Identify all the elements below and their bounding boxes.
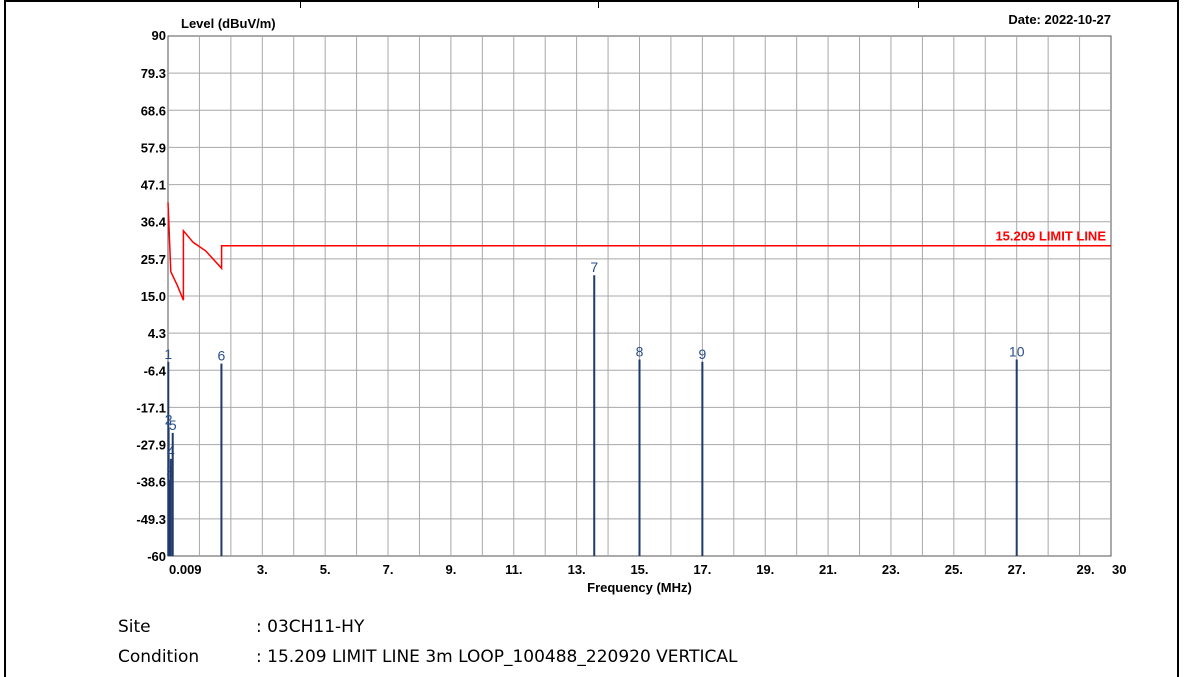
peak-label: 2: [165, 412, 173, 428]
x-tick-label: 29.: [1077, 562, 1095, 577]
chart-date: Date: 2022-10-27: [1008, 12, 1111, 27]
site-label: Site: [118, 617, 151, 637]
table-divider: [918, 0, 919, 8]
y-tick-label: -17.1: [136, 400, 166, 415]
y-tick-label: -6.4: [144, 363, 167, 378]
site-row: Site : 03CH11-HY: [118, 617, 364, 637]
x-tick-label: 13.: [568, 562, 586, 577]
x-axis-label: Frequency (MHz): [587, 580, 692, 595]
x-tick-label: 0.009: [169, 562, 202, 577]
peak-label: 10: [1009, 343, 1025, 359]
y-tick-label: 79.3: [141, 66, 166, 81]
x-tick-label: 5.: [320, 562, 331, 577]
limit-line-label: 15.209 LIMIT LINE: [995, 229, 1106, 244]
y-tick-label: 36.4: [141, 215, 167, 230]
peak-label: 1: [164, 346, 172, 362]
peak-label: 6: [218, 348, 226, 364]
condition-label: Condition: [118, 647, 200, 667]
x-tick-label: 11.: [505, 562, 522, 577]
x-tick-label: 7.: [383, 562, 394, 577]
condition-row: Condition : 15.209 LIMIT LINE 3m LOOP_100…: [118, 647, 738, 667]
y-tick-label: 15.0: [141, 289, 166, 304]
y-tick-label: 90: [152, 28, 166, 43]
peak-label: 8: [636, 343, 644, 359]
peak-label: 4: [167, 443, 175, 459]
table-divider: [300, 0, 301, 8]
x-tick-label: 23.: [882, 562, 900, 577]
x-tick-label: 19.: [756, 562, 774, 577]
y-tick-label: -60: [147, 549, 166, 564]
x-tick-label: 30: [1112, 562, 1126, 577]
x-tick-label: 9.: [445, 562, 456, 577]
x-tick-label: 3.: [257, 562, 268, 577]
y-tick-label: 68.6: [141, 103, 166, 118]
page-border-right: [1177, 0, 1179, 677]
page-border-top: [4, 0, 1179, 2]
y-tick-label: -38.6: [136, 475, 166, 490]
y-tick-label: 47.1: [141, 178, 166, 193]
x-tick-label: 27.: [1008, 562, 1026, 577]
emission-chart: 9079.368.657.947.136.425.715.04.3-6.4-17…: [136, 12, 1126, 595]
y-tick-label: 57.9: [141, 140, 166, 155]
x-tick-label: 21.: [819, 562, 837, 577]
y-tick-label: 4.3: [148, 326, 166, 341]
peak-label: 5: [169, 417, 177, 433]
peak-label: 7: [590, 259, 598, 275]
y-axis-label: Level (dBuV/m): [181, 16, 276, 31]
condition-value: : 15.209 LIMIT LINE 3m LOOP_100488_22092…: [256, 647, 738, 667]
page-border-left: [4, 0, 6, 677]
y-tick-label: -27.9: [136, 438, 166, 453]
x-tick-label: 15.: [630, 562, 648, 577]
table-divider: [598, 0, 599, 8]
site-value: : 03CH11-HY: [256, 617, 365, 637]
x-tick-label: 17.: [693, 562, 711, 577]
limit-line: [167, 202, 1111, 301]
peak-label: 9: [698, 346, 706, 362]
y-tick-label: -49.3: [136, 512, 166, 527]
x-tick-label: 25.: [945, 562, 963, 577]
y-tick-label: 25.7: [141, 252, 166, 267]
